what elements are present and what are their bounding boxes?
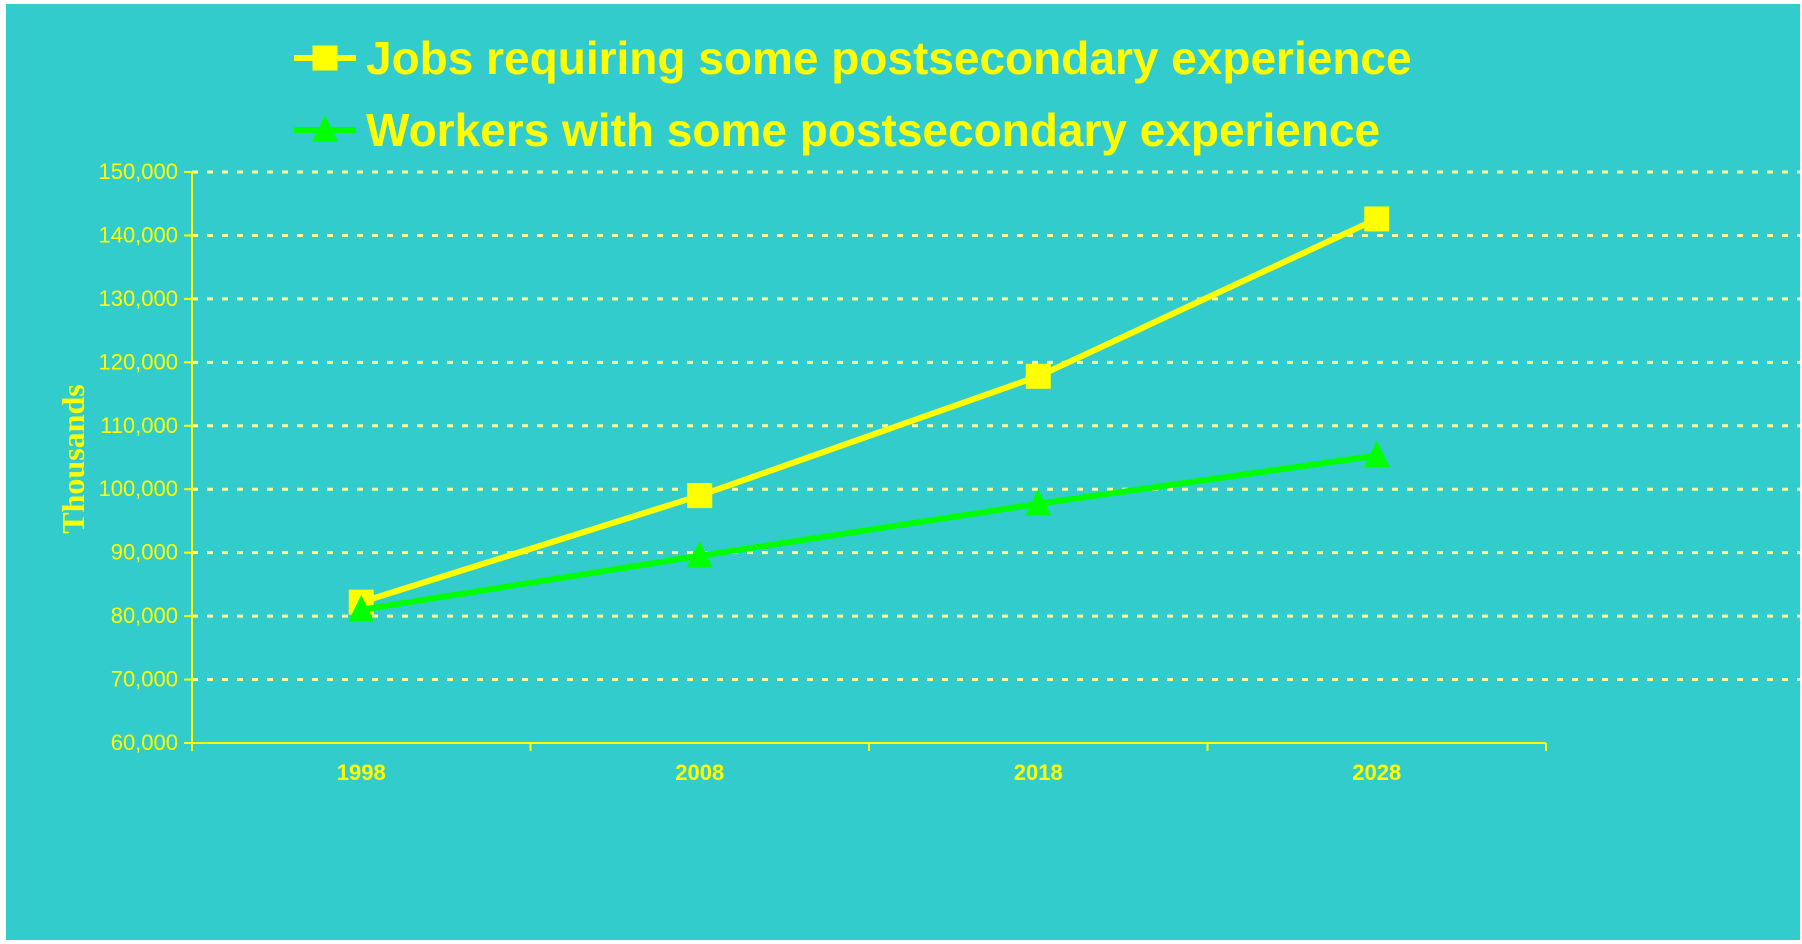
data-point [348, 595, 375, 622]
series-line [360, 452, 1378, 613]
legend-item: Workers with some postsecondary experien… [294, 104, 1380, 156]
legend-marker [312, 45, 338, 71]
data-point [1025, 489, 1052, 516]
legend: Jobs requiring some postsecondary experi… [294, 32, 1412, 156]
chart-frame: 60,000 70,000 80,000 90,000 100,000 110,000 12… [6, 4, 1800, 940]
y-axis-label: Thousands [55, 384, 91, 533]
y-tick-label: 100,000 [98, 476, 178, 501]
x-tick-label: 2028 [1352, 760, 1401, 785]
y-tick-label: 70,000 [111, 667, 178, 692]
gridlines [192, 170, 1800, 682]
series [348, 206, 1390, 622]
data-point [1364, 206, 1390, 232]
legend-label: Jobs requiring some postsecondary experi… [366, 32, 1412, 84]
x-tick-label: 2008 [675, 760, 724, 785]
series-workers [348, 440, 1390, 622]
legend-item: Jobs requiring some postsecondary experi… [294, 32, 1412, 84]
y-tick-label: 80,000 [111, 603, 178, 628]
series-line [360, 216, 1379, 606]
legend-label: Workers with some postsecondary experien… [366, 104, 1380, 156]
y-tick-label: 110,000 [100, 413, 178, 438]
data-point [1363, 440, 1390, 468]
y-tick-label: 130,000 [98, 286, 178, 311]
x-tick-label: 2018 [1014, 760, 1063, 785]
y-tick-label: 120,000 [98, 349, 178, 374]
data-point [1025, 363, 1051, 389]
axes: 60,000 70,000 80,000 90,000 100,000 110,000 12… [98, 159, 1547, 785]
x-tick-label: 1998 [337, 760, 386, 785]
data-point [686, 541, 713, 568]
data-point [687, 483, 713, 509]
legend-marker [312, 115, 338, 142]
y-tick-label: 60,000 [111, 730, 178, 755]
y-tick-label: 140,000 [98, 222, 178, 247]
line-chart: 60,000 70,000 80,000 90,000 100,000 110,000 12… [55, 32, 1800, 785]
y-tick-label: 150,000 [98, 159, 178, 184]
y-tick-label: 90,000 [111, 540, 178, 565]
